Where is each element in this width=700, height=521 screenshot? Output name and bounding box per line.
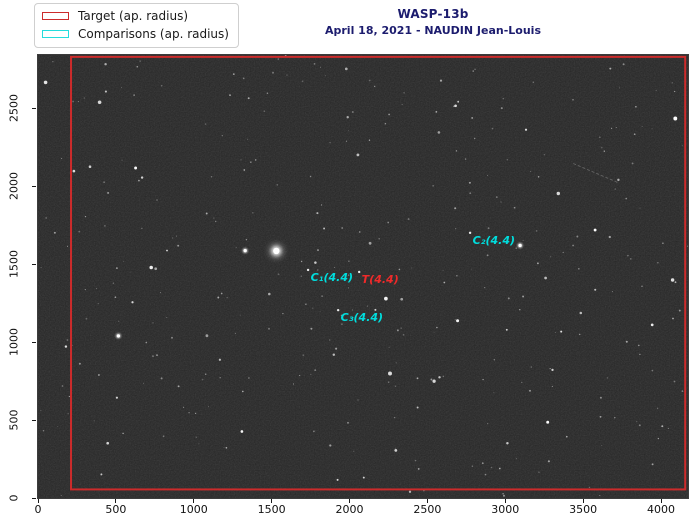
x-tick-label: 1500 <box>257 503 286 516</box>
x-tick-label: 3000 <box>491 503 520 516</box>
x-tick-mark <box>582 499 584 503</box>
y-tick-mark <box>32 419 36 421</box>
x-tick-label: 3500 <box>569 503 598 516</box>
annotation-T: T(4.4) <box>361 272 399 286</box>
y-tick-label: 0 <box>7 494 21 502</box>
legend: Target (ap. radius) Comparisons (ap. rad… <box>34 3 239 48</box>
starfield-image <box>38 55 688 498</box>
x-tick-label: 2000 <box>335 503 364 516</box>
y-tick-mark <box>32 341 36 343</box>
x-tick-mark <box>193 499 195 503</box>
x-tick-label: 1000 <box>179 503 208 516</box>
y-tick-label: 1000 <box>7 328 21 357</box>
y-tick-label: 2000 <box>7 172 21 201</box>
annotation-C3: C₃(4.4) <box>340 311 384 325</box>
y-tick-mark <box>32 497 36 499</box>
x-tick-mark <box>271 499 273 503</box>
annotation-C2: C₂(4.4) <box>472 233 516 247</box>
annotation-C1: C₁(4.4) <box>310 270 354 284</box>
title-block: WASP-13b April 18, 2021 - NAUDIN Jean-Lo… <box>325 7 541 37</box>
image-plot: T(4.4) C₁(4.4) C₂(4.4) C₃(4.4) <box>37 54 689 499</box>
legend-item-comparisons: Comparisons (ap. radius) <box>42 27 229 41</box>
x-tick-mark <box>660 499 662 503</box>
legend-label-target: Target (ap. radius) <box>78 9 188 23</box>
legend-item-target: Target (ap. radius) <box>42 9 229 23</box>
y-tick-label: 1500 <box>7 250 21 279</box>
x-tick-label: 0 <box>34 503 42 516</box>
y-tick-label: 2500 <box>7 94 21 123</box>
x-tick-mark <box>426 499 428 503</box>
x-tick-label: 4000 <box>647 503 676 516</box>
x-tick-mark <box>349 499 351 503</box>
x-tick-mark <box>504 499 506 503</box>
annotation-layer: T(4.4) C₁(4.4) C₂(4.4) C₃(4.4) <box>38 55 688 498</box>
x-tick-label: 2500 <box>413 503 442 516</box>
y-tick-mark <box>32 263 36 265</box>
chart-subtitle: April 18, 2021 - NAUDIN Jean-Louis <box>325 24 541 37</box>
x-tick-label: 500 <box>105 503 127 516</box>
chart-title: WASP-13b <box>397 7 469 21</box>
x-tick-mark <box>115 499 117 503</box>
y-tick-label: 500 <box>7 409 21 431</box>
target-aperture-swatch-icon <box>42 12 69 20</box>
y-tick-mark <box>32 185 36 187</box>
legend-label-comparisons: Comparisons (ap. radius) <box>78 27 229 41</box>
y-tick-mark <box>32 107 36 109</box>
comparisons-aperture-swatch-icon <box>42 30 69 38</box>
x-tick-mark <box>37 499 39 503</box>
